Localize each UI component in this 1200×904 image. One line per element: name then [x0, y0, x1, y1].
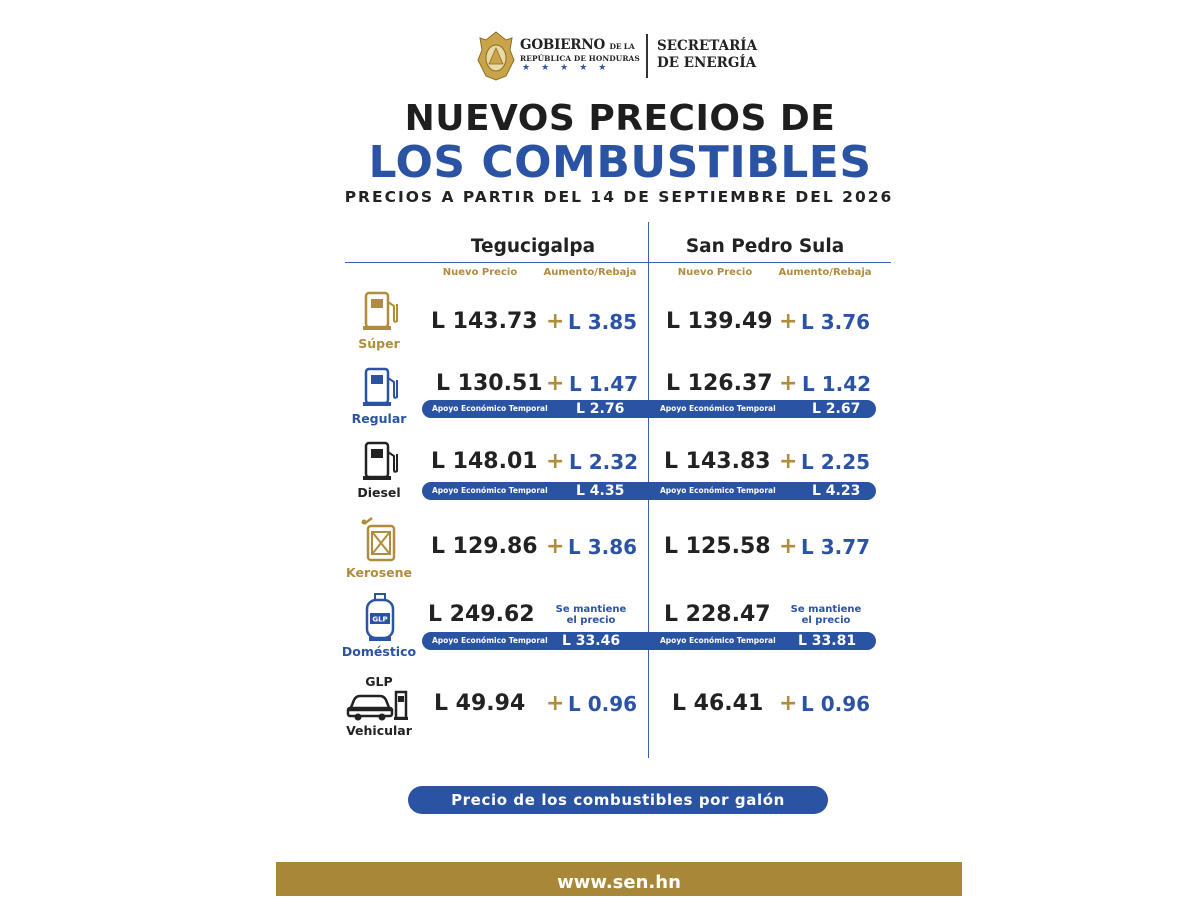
plus-sign: +	[779, 371, 798, 396]
price-sps-regular: L 126.37	[666, 371, 773, 396]
plus-sign: +	[546, 309, 565, 334]
website-link[interactable]: www.sen.hn	[276, 862, 962, 896]
price-teg-super: L 143.73	[431, 309, 538, 334]
gas-pump-icon	[363, 291, 398, 330]
plus-sign: +	[546, 371, 565, 396]
price-teg-vehicular: L 49.94	[434, 691, 526, 716]
stars-icon: ★★★★★	[522, 63, 618, 73]
price-sps-kerosene: L 125.58	[664, 534, 771, 559]
plus-sign: +	[546, 449, 565, 474]
fuel-label-kerosene: Kerosene	[346, 565, 412, 580]
city-tegucigalpa: Tegucigalpa	[470, 236, 596, 257]
change-teg-super: L 3.85	[568, 310, 638, 334]
price-teg-domestico: L 249.62	[428, 602, 535, 627]
col-change: Aumento/Rebaja	[543, 267, 637, 278]
fuel-label-glp: GLP	[365, 674, 393, 689]
plus-sign: +	[779, 691, 798, 716]
fuel-label-regular: Regular	[351, 411, 407, 426]
title-line-1: NUEVOS PRECIOS DE	[404, 98, 836, 139]
support-label: Apoyo Económico Temporal	[660, 486, 776, 495]
support-bar-domestico: Apoyo Económico Temporal L 33.46 Apoyo E…	[422, 632, 876, 650]
change-sps-super: L 3.76	[801, 310, 871, 334]
logo-divider	[646, 34, 648, 78]
price-kept-sps: Se mantiene el precio	[790, 604, 862, 626]
support-sps-domestico: L 33.81	[798, 633, 857, 649]
gas-pump-icon	[363, 441, 398, 480]
gov-name: GOBIERNO DE LA	[520, 37, 635, 53]
change-sps-vehicular: L 0.96	[801, 692, 871, 716]
fuel-label-diesel: Diesel	[357, 485, 401, 500]
fuel-label-domestico: Doméstico	[341, 644, 417, 659]
change-sps-kerosene: L 3.77	[801, 535, 871, 559]
fuel-label-super: Súper	[358, 336, 400, 351]
gas-pump-icon	[363, 367, 398, 406]
secretaria-line: SECRETARÍA	[657, 38, 758, 54]
price-sps-domestico: L 228.47	[664, 602, 771, 627]
fuel-label-vehicular: Vehicular	[346, 723, 412, 738]
plus-sign: +	[779, 449, 798, 474]
change-teg-diesel: L 2.32	[569, 450, 639, 474]
support-teg-regular: L 2.76	[576, 401, 625, 417]
price-sps-vehicular: L 46.41	[672, 691, 764, 716]
per-gallon-note: Precio de los combustibles por galón	[408, 786, 828, 814]
support-sps-diesel: L 4.23	[812, 483, 861, 499]
col-new-price: Nuevo Precio	[677, 267, 753, 278]
government-logo: GOBIERNO DE LA REPÚBLICA DE HONDURAS ★★★…	[476, 30, 766, 82]
support-label: Apoyo Económico Temporal	[660, 636, 776, 645]
col-new-price: Nuevo Precio	[442, 267, 518, 278]
effective-date: PRECIOS A PARTIR DEL 14 DE SEPTIEMBRE DE…	[344, 188, 894, 206]
gas-cylinder-icon: GLP	[365, 593, 395, 641]
price-sps-super: L 139.49	[666, 309, 773, 334]
plus-sign: +	[779, 534, 798, 559]
svg-text:GLP: GLP	[372, 616, 387, 624]
coat-of-arms-icon	[477, 31, 515, 81]
support-bar-diesel: Apoyo Económico Temporal L 4.35 Apoyo Ec…	[422, 482, 876, 500]
gov-subname: REPÚBLICA DE HONDURAS	[520, 54, 640, 63]
support-label: Apoyo Económico Temporal	[432, 636, 548, 645]
support-teg-diesel: L 4.35	[576, 483, 625, 499]
price-teg-regular: L 130.51	[436, 371, 543, 396]
energia-line: DE ENERGÍA	[657, 55, 757, 71]
plus-sign: +	[546, 691, 565, 716]
title-line-2: LOS COMBUSTIBLES	[368, 137, 872, 188]
car-fuel-icon	[346, 690, 408, 721]
change-teg-vehicular: L 0.96	[568, 692, 638, 716]
support-sps-regular: L 2.67	[812, 401, 861, 417]
change-teg-kerosene: L 3.86	[568, 535, 638, 559]
change-sps-diesel: L 2.25	[801, 450, 871, 474]
support-bar-regular: Apoyo Económico Temporal L 2.76 Apoyo Ec…	[422, 400, 876, 418]
plus-sign: +	[546, 534, 565, 559]
jerry-can-icon	[361, 517, 396, 562]
price-teg-kerosene: L 129.86	[431, 534, 538, 559]
support-teg-domestico: L 33.46	[562, 633, 621, 649]
price-kept-teg: Se mantiene el precio	[555, 604, 627, 626]
support-label: Apoyo Económico Temporal	[432, 486, 548, 495]
support-label: Apoyo Económico Temporal	[432, 404, 548, 413]
change-teg-regular: L 1.47	[569, 372, 639, 396]
support-label: Apoyo Económico Temporal	[660, 404, 776, 413]
change-sps-regular: L 1.42	[802, 372, 872, 396]
city-san-pedro-sula: San Pedro Sula	[685, 236, 845, 257]
header-divider	[345, 262, 891, 263]
col-change: Aumento/Rebaja	[778, 267, 872, 278]
plus-sign: +	[779, 309, 798, 334]
price-sps-diesel: L 143.83	[664, 449, 771, 474]
price-teg-diesel: L 148.01	[431, 449, 538, 474]
